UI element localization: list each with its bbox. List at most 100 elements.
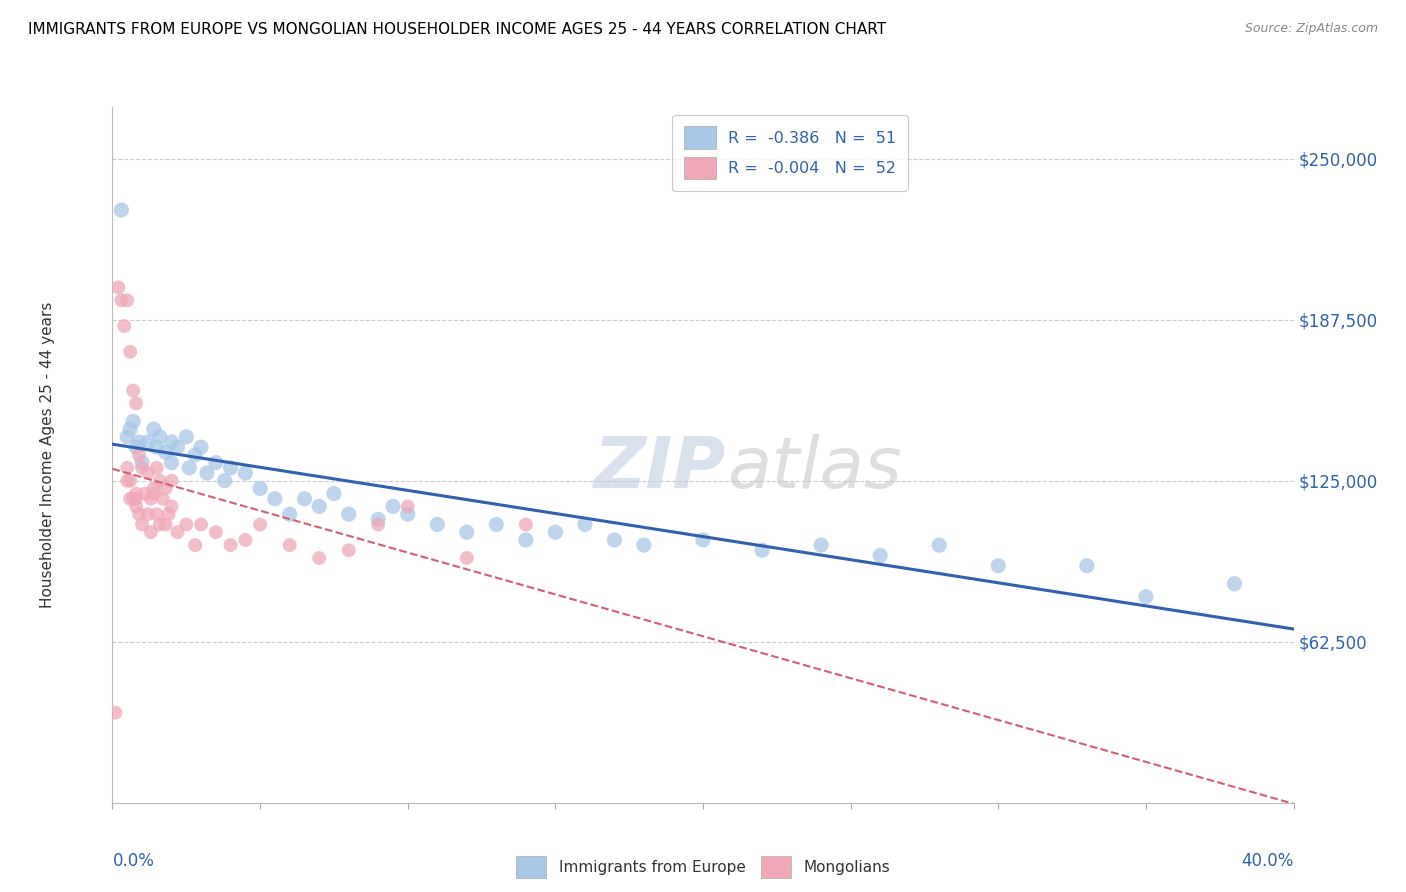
Point (219, 538, 242, 552)
Point (337, 507, 360, 521)
Text: Source: ZipAtlas.com: Source: ZipAtlas.com (1244, 22, 1378, 36)
Point (120, 344, 142, 359)
Point (544, 525, 567, 540)
Point (125, 396, 148, 410)
Point (1076, 558, 1098, 573)
Point (146, 507, 169, 521)
Point (117, 293, 138, 308)
Point (205, 456, 228, 470)
Text: 40.0%: 40.0% (1241, 852, 1294, 870)
Point (142, 486, 165, 500)
Point (179, 460, 201, 475)
Point (160, 435, 183, 450)
Point (112, 319, 135, 334)
Point (107, 280, 129, 294)
Point (142, 482, 165, 496)
Point (426, 517, 449, 532)
Point (146, 440, 169, 454)
Point (131, 460, 153, 475)
Point (152, 491, 174, 506)
Point (149, 430, 172, 444)
Point (633, 538, 655, 552)
Point (174, 517, 197, 532)
Point (166, 525, 188, 540)
Point (456, 525, 478, 540)
Legend: Immigrants from Europe, Mongolians: Immigrants from Europe, Mongolians (508, 848, 898, 886)
Point (134, 486, 156, 500)
Point (125, 440, 148, 454)
Point (149, 474, 172, 488)
Point (219, 460, 242, 475)
Point (337, 543, 360, 558)
Point (136, 435, 159, 450)
Point (155, 517, 177, 532)
Point (122, 414, 145, 428)
Point (131, 517, 153, 532)
Point (396, 507, 419, 521)
Point (120, 474, 142, 488)
Point (396, 500, 419, 514)
Point (149, 517, 172, 532)
Point (205, 525, 228, 540)
Point (869, 549, 891, 563)
Point (456, 551, 478, 566)
Point (128, 507, 150, 521)
Text: IMMIGRANTS FROM EUROPE VS MONGOLIAN HOUSEHOLDER INCOME AGES 25 - 44 YEARS CORREL: IMMIGRANTS FROM EUROPE VS MONGOLIAN HOUS… (28, 22, 886, 37)
Point (110, 203, 132, 218)
Point (278, 507, 301, 521)
Point (195, 466, 218, 480)
Text: ZIP: ZIP (595, 434, 727, 503)
Point (485, 517, 508, 532)
Point (367, 517, 389, 532)
Point (810, 538, 832, 552)
Point (142, 422, 165, 436)
Point (120, 491, 142, 506)
Point (367, 512, 389, 526)
Point (382, 500, 405, 514)
Point (1135, 590, 1157, 604)
Point (515, 517, 537, 532)
Point (136, 466, 159, 480)
Point (515, 533, 537, 547)
Point (249, 482, 271, 496)
Point (574, 517, 596, 532)
Point (323, 486, 346, 500)
Point (160, 474, 183, 488)
Point (190, 517, 212, 532)
Point (125, 491, 148, 506)
Point (117, 474, 138, 488)
Point (1223, 576, 1246, 591)
Point (128, 448, 150, 462)
Point (104, 706, 127, 720)
Point (117, 430, 138, 444)
Point (155, 445, 177, 459)
Point (233, 533, 256, 547)
Point (166, 440, 188, 454)
Point (157, 507, 180, 521)
Point (110, 293, 132, 308)
Point (308, 500, 330, 514)
Point (603, 533, 626, 547)
Point (292, 491, 315, 506)
Point (987, 558, 1010, 573)
Point (278, 538, 301, 552)
Point (928, 538, 950, 552)
Point (125, 500, 148, 514)
Text: Householder Income Ages 25 - 44 years: Householder Income Ages 25 - 44 years (39, 301, 55, 608)
Point (125, 486, 148, 500)
Point (264, 491, 287, 506)
Point (131, 456, 153, 470)
Point (692, 533, 714, 547)
Point (120, 422, 142, 436)
Point (136, 507, 159, 521)
Point (160, 456, 183, 470)
Point (122, 491, 145, 506)
Point (139, 525, 162, 540)
Text: 0.0%: 0.0% (112, 852, 155, 870)
Point (139, 491, 162, 506)
Point (308, 551, 330, 566)
Point (117, 460, 138, 475)
Point (174, 430, 197, 444)
Point (184, 538, 207, 552)
Point (751, 543, 773, 558)
